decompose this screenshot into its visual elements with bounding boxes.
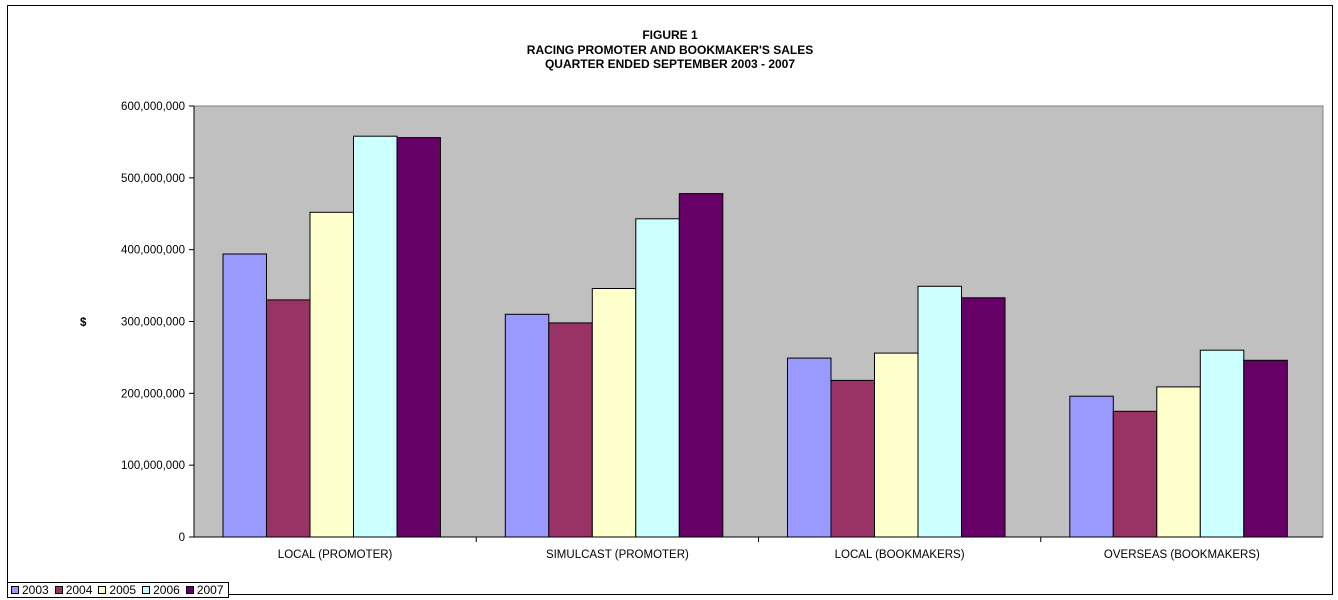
bar-2006-3 — [1199, 349, 1245, 538]
legend-label: 2006 — [153, 583, 180, 597]
bar-2003-1 — [504, 313, 550, 538]
y-tick-label: 400,000,000 — [121, 245, 185, 257]
legend: 2003 2004 2005 2006 2007 — [7, 582, 229, 598]
x-category-label: SIMULCAST (PROMOTER) — [546, 549, 689, 561]
bar-2007-3 — [1243, 359, 1288, 538]
chart-title: FIGURE 1 RACING PROMOTER AND BOOKMAKER'S… — [527, 28, 813, 71]
y-axis-title: $ — [80, 317, 87, 329]
bar-2004-2 — [830, 379, 875, 538]
legend-item-2007: 2007 — [185, 583, 224, 597]
bar-2005-0 — [309, 211, 354, 538]
bar-2007-2 — [961, 297, 1006, 538]
bar-2003-2 — [787, 357, 832, 538]
bar-2004-3 — [1112, 410, 1158, 538]
legend-label: 2005 — [109, 583, 137, 597]
bar-2006-1 — [635, 218, 680, 538]
x-category-label: LOCAL (PROMOTER) — [278, 549, 393, 561]
legend-item-2006: 2006 — [142, 583, 180, 597]
bar-2003-0 — [222, 253, 267, 538]
bar-2007-0 — [396, 137, 441, 538]
chart-title-line-2: RACING PROMOTER AND BOOKMAKER'S SALES — [527, 43, 813, 57]
y-tick-label: 600,000,000 — [121, 101, 185, 113]
x-category-label: OVERSEAS (BOOKMAKERS) — [1104, 549, 1260, 561]
legend-swatch — [11, 586, 19, 594]
y-tick-label: 200,000,000 — [121, 388, 185, 400]
legend-swatch — [142, 586, 151, 594]
bar-2005-3 — [1156, 386, 1201, 538]
bar-2003-3 — [1069, 395, 1114, 538]
chart-title-line-3: QUARTER ENDED SEPTEMBER 2003 - 2007 — [545, 57, 795, 71]
bars-group — [222, 135, 1288, 538]
legend-swatch — [185, 586, 194, 594]
x-category-label: LOCAL (BOOKMAKERS) — [835, 549, 965, 561]
bar-2007-1 — [678, 193, 724, 538]
y-tick-label: 100,000,000 — [121, 460, 185, 472]
legend-label: 2003 — [22, 583, 49, 597]
legend-swatch — [98, 586, 107, 594]
bar-2006-2 — [917, 285, 962, 538]
legend-swatch — [54, 586, 63, 594]
bar-2004-1 — [548, 322, 593, 538]
y-tick-label: 300,000,000 — [121, 317, 185, 329]
bar-2006-0 — [353, 135, 398, 538]
legend-label: 2004 — [65, 583, 93, 597]
legend-item-2005: 2005 — [98, 583, 136, 597]
bar-2004-0 — [266, 299, 311, 538]
legend-label: 2007 — [196, 583, 224, 597]
bar-2005-2 — [874, 352, 919, 538]
y-tick-label: 500,000,000 — [121, 173, 185, 185]
y-tick-label: 0 — [179, 532, 185, 544]
chart-title-line-1: FIGURE 1 — [642, 28, 698, 42]
axes-group: 0 100,000,000 200,000,000 300,000,000 400,00… — [121, 101, 1323, 561]
bar-2005-1 — [591, 288, 637, 538]
legend-item-2004: 2004 — [54, 583, 93, 597]
legend-item-2003: 2003 — [11, 583, 49, 597]
